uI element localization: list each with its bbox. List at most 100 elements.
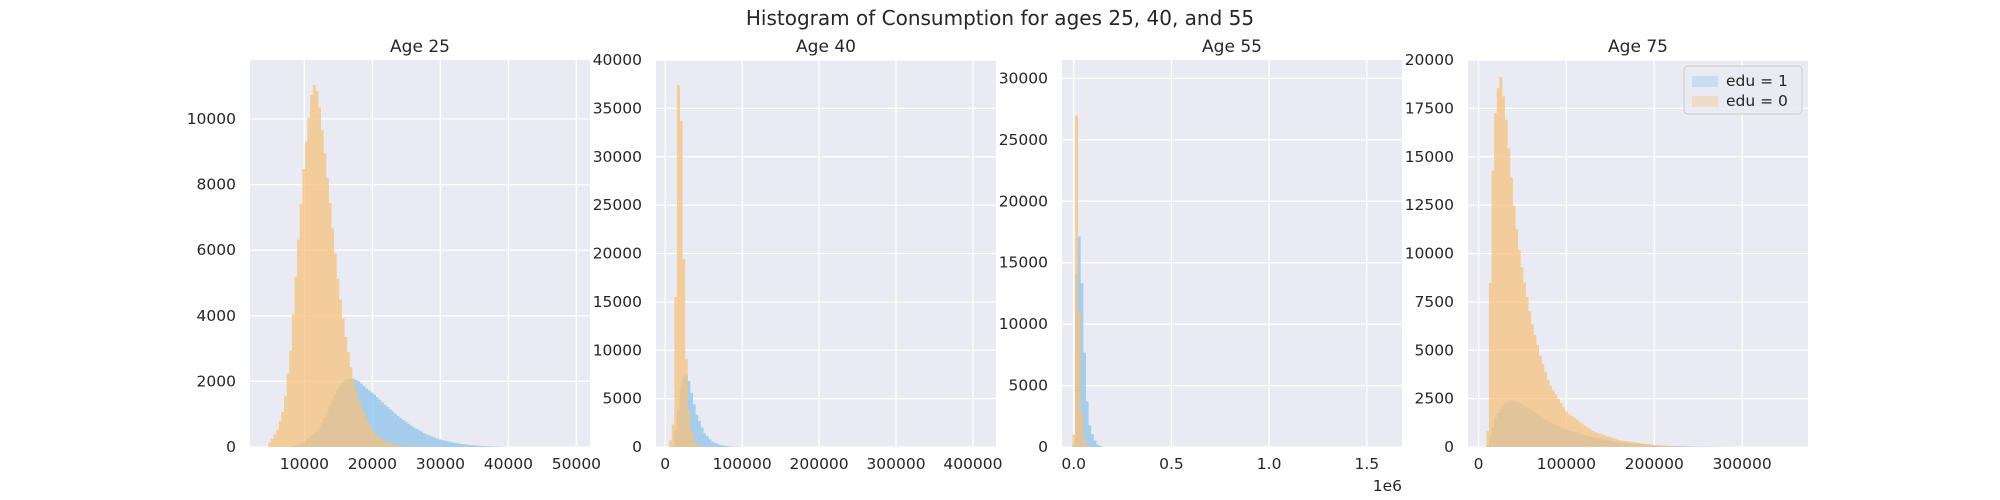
x-tick-label: 30000: [416, 455, 465, 473]
y-tick-label: 40000: [593, 51, 642, 69]
histogram-bar: [700, 427, 704, 447]
histogram-bar: [697, 421, 701, 447]
y-tick-label: 30000: [999, 69, 1048, 87]
histogram-bar: [482, 446, 486, 447]
x-tick-label: 300000: [866, 455, 925, 473]
histogram-bar: [325, 177, 329, 447]
histogram-bar: [461, 444, 465, 447]
histogram-bar: [459, 443, 463, 447]
histogram-bar: [1517, 249, 1521, 447]
y-tick-label: 0: [1444, 438, 1454, 456]
x-tick-label: 20000: [348, 455, 397, 473]
histogram-bar: [323, 152, 327, 447]
histogram-bar: [409, 425, 413, 447]
histogram-bar: [469, 445, 473, 447]
histogram-bar: [386, 407, 390, 447]
histogram-bar: [679, 120, 683, 447]
histogram-bar: [1543, 371, 1547, 447]
histogram-bar: [349, 367, 353, 447]
y-tick-label: 10000: [187, 110, 236, 128]
histogram-bar: [1674, 446, 1678, 447]
legend: edu = 1 edu = 0: [1683, 65, 1803, 115]
histogram-bar: [1651, 444, 1655, 447]
histogram-bar: [446, 441, 450, 447]
histogram-bar: [1635, 442, 1639, 447]
histogram-bar: [674, 297, 678, 447]
histogram-bar: [433, 437, 437, 447]
histogram-bar: [1570, 415, 1574, 447]
histogram-bar: [480, 446, 484, 447]
histogram-bar: [276, 429, 280, 447]
histogram-bar: [399, 445, 403, 447]
histogram-bar: [1536, 345, 1540, 447]
panel-2: 0 5000 10000 15000 20000 25000 30000 35000 40000…: [593, 37, 1003, 473]
histogram-bar: [357, 400, 361, 447]
histogram-bar: [1614, 439, 1618, 447]
histogram-bar: [472, 445, 476, 447]
figure-title: Histogram of Consumption for ages 25, 40…: [746, 6, 1254, 30]
histogram-bar: [1622, 440, 1626, 447]
y-tick-label: 10000: [593, 341, 642, 359]
histogram-bar: [1075, 115, 1079, 448]
y-tick-label: 15000: [999, 254, 1048, 272]
histogram-bar: [1627, 441, 1631, 447]
panel-1: 0 2000 4000 6000 8000 10000 10000 20000 30000 400…: [187, 37, 601, 473]
histogram-bar: [391, 411, 395, 447]
histogram-bar: [1088, 425, 1092, 447]
series-edu0: [1486, 76, 1691, 448]
histogram-bar: [328, 203, 332, 447]
histogram-bar: [372, 394, 376, 447]
y-tick-label: 35000: [593, 99, 642, 117]
histogram-bar: [1661, 445, 1665, 447]
histogram-bar: [359, 406, 363, 447]
histogram-bar: [380, 439, 384, 447]
histogram-bar: [388, 409, 392, 447]
histogram-bar: [1672, 446, 1676, 447]
histogram-bar: [1590, 431, 1594, 447]
histogram-bar: [477, 445, 481, 447]
series-edu0: [669, 85, 704, 447]
histogram-bar: [341, 318, 345, 447]
y-tick-label: 20000: [999, 192, 1048, 210]
panel-title: Age 25: [390, 37, 450, 57]
histogram-bar: [375, 397, 379, 447]
histogram-bar: [1624, 441, 1628, 447]
histogram-bar: [1556, 398, 1560, 447]
histogram-bar: [1080, 283, 1084, 447]
histogram-bar: [726, 446, 730, 447]
histogram-bar: [1085, 401, 1089, 447]
histogram-bar: [1596, 433, 1600, 447]
histogram-bar: [338, 299, 342, 447]
histogram-bar: [710, 441, 714, 447]
histogram-bar: [310, 95, 314, 448]
x-tick-label: 1.0: [1257, 455, 1282, 473]
histogram-bar: [1509, 177, 1513, 448]
histogram-bar: [1507, 148, 1511, 447]
histogram-bar: [1575, 419, 1579, 447]
histogram-bar: [1666, 445, 1670, 447]
histogram-bar: [1640, 443, 1644, 447]
histogram-bar: [291, 314, 295, 447]
histogram-bar: [1096, 444, 1100, 447]
y-tick-label: 17500: [1405, 99, 1454, 117]
histogram-bar: [307, 117, 311, 447]
histogram-bar: [420, 431, 424, 447]
histogram-bar: [1538, 355, 1542, 447]
histogram-bar: [417, 430, 421, 447]
histogram-bar: [467, 444, 471, 447]
panels: 0 2000 4000 6000 8000 10000 10000 20000 30000 400…: [187, 37, 1808, 495]
y-tick-label: 8000: [197, 176, 236, 194]
histogram-bar: [443, 440, 447, 447]
histogram-bar: [401, 446, 405, 447]
y-tick-label: 0: [226, 438, 236, 456]
histogram-bar: [676, 85, 680, 447]
x-tick-label: 100000: [1537, 455, 1596, 473]
histogram-bar: [372, 432, 376, 447]
histogram-bar: [464, 444, 468, 447]
histogram-bar: [354, 389, 358, 447]
histogram-bar: [1525, 296, 1529, 447]
histogram-bar: [1082, 437, 1086, 447]
x-tick-label: 400000: [943, 455, 1002, 473]
histogram-bar: [1098, 445, 1102, 447]
